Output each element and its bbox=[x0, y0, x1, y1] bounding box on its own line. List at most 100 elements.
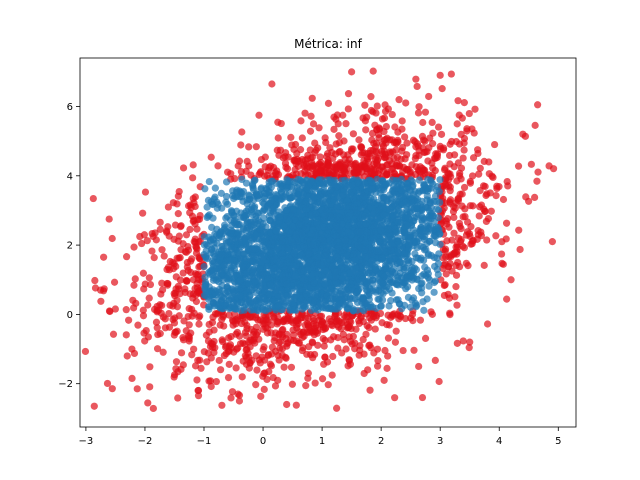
point-outside-region bbox=[212, 377, 220, 386]
point-outside-region bbox=[336, 147, 344, 156]
point-inside-region bbox=[412, 212, 421, 221]
point-inside-region bbox=[250, 221, 258, 229]
point-inside-region bbox=[227, 295, 235, 303]
point-outside-region bbox=[440, 281, 448, 290]
point-inside-region bbox=[319, 258, 328, 267]
point-inside-region bbox=[252, 289, 261, 297]
point-outside-region bbox=[257, 155, 266, 164]
point-outside-region bbox=[435, 377, 443, 386]
point-outside-region bbox=[321, 353, 329, 361]
point-inside-region bbox=[403, 180, 412, 188]
point-outside-region bbox=[492, 232, 500, 240]
point-outside-region bbox=[342, 345, 350, 353]
point-outside-region bbox=[398, 117, 406, 125]
point-outside-region bbox=[170, 289, 178, 298]
point-outside-region bbox=[166, 301, 174, 309]
point-outside-region bbox=[336, 159, 344, 167]
point-outside-region bbox=[122, 331, 130, 339]
point-inside-region bbox=[311, 297, 319, 305]
point-outside-region bbox=[480, 157, 488, 166]
point-outside-region bbox=[466, 338, 474, 346]
point-outside-region bbox=[383, 364, 391, 372]
point-outside-region bbox=[144, 399, 152, 407]
point-outside-region bbox=[156, 301, 164, 309]
point-inside-region bbox=[223, 239, 231, 247]
point-outside-region bbox=[339, 330, 347, 338]
point-inside-region bbox=[402, 285, 410, 293]
point-outside-region bbox=[461, 212, 469, 221]
point-outside-region bbox=[351, 160, 359, 168]
point-outside-region bbox=[123, 253, 131, 261]
point-inside-region bbox=[284, 177, 292, 185]
point-inside-region bbox=[409, 294, 418, 302]
point-outside-region bbox=[381, 101, 389, 109]
point-inside-region bbox=[330, 180, 338, 188]
point-outside-region bbox=[103, 379, 112, 388]
point-outside-region bbox=[306, 350, 315, 359]
point-inside-region bbox=[369, 303, 377, 311]
point-inside-region bbox=[435, 187, 443, 196]
point-outside-region bbox=[214, 162, 222, 170]
point-inside-region bbox=[279, 297, 287, 305]
point-inside-region bbox=[402, 198, 410, 206]
point-outside-region bbox=[156, 218, 164, 226]
point-outside-region bbox=[366, 386, 374, 394]
point-outside-region bbox=[503, 295, 511, 303]
point-outside-region bbox=[450, 151, 459, 159]
point-outside-region bbox=[468, 172, 477, 180]
point-inside-region bbox=[320, 223, 328, 231]
point-outside-region bbox=[152, 318, 161, 326]
point-outside-region bbox=[149, 232, 157, 241]
point-inside-region bbox=[210, 267, 218, 276]
point-outside-region bbox=[334, 334, 342, 342]
point-inside-region bbox=[255, 209, 263, 217]
point-outside-region bbox=[297, 117, 305, 125]
point-outside-region bbox=[158, 279, 166, 287]
point-outside-region bbox=[311, 379, 319, 387]
point-inside-region bbox=[246, 292, 254, 300]
point-inside-region bbox=[218, 250, 226, 258]
point-outside-region bbox=[366, 147, 375, 155]
point-inside-region bbox=[387, 246, 395, 254]
point-inside-region bbox=[408, 257, 416, 266]
point-outside-region bbox=[499, 195, 508, 204]
point-outside-region bbox=[173, 327, 181, 335]
point-inside-region bbox=[321, 266, 329, 275]
point-inside-region bbox=[420, 306, 428, 314]
point-outside-region bbox=[350, 169, 358, 177]
point-outside-region bbox=[320, 342, 328, 350]
point-inside-region bbox=[283, 215, 291, 223]
point-outside-region bbox=[527, 160, 535, 168]
point-inside-region bbox=[210, 250, 218, 258]
point-outside-region bbox=[373, 345, 382, 353]
point-inside-region bbox=[203, 213, 211, 222]
point-outside-region bbox=[282, 163, 290, 171]
point-outside-region bbox=[460, 146, 468, 154]
point-outside-region bbox=[148, 247, 156, 255]
point-outside-region bbox=[327, 336, 335, 344]
point-inside-region bbox=[379, 290, 387, 298]
point-outside-region bbox=[454, 97, 462, 105]
point-inside-region bbox=[405, 244, 413, 252]
point-inside-region bbox=[274, 244, 282, 252]
point-inside-region bbox=[397, 175, 405, 183]
point-outside-region bbox=[252, 352, 260, 360]
point-outside-region bbox=[241, 328, 250, 337]
point-outside-region bbox=[504, 182, 512, 190]
point-outside-region bbox=[301, 109, 309, 117]
point-outside-region bbox=[416, 316, 425, 324]
point-inside-region bbox=[283, 280, 291, 288]
point-inside-region bbox=[283, 244, 292, 252]
point-outside-region bbox=[456, 169, 464, 177]
point-outside-region bbox=[263, 171, 271, 179]
point-outside-region bbox=[179, 361, 187, 369]
point-outside-region bbox=[182, 276, 190, 285]
point-outside-region bbox=[359, 335, 367, 344]
point-inside-region bbox=[396, 258, 405, 266]
point-outside-region bbox=[273, 146, 281, 154]
point-inside-region bbox=[362, 261, 371, 269]
point-outside-region bbox=[401, 133, 409, 141]
point-outside-region bbox=[364, 366, 372, 374]
point-outside-region bbox=[191, 193, 199, 201]
point-inside-region bbox=[299, 178, 307, 186]
